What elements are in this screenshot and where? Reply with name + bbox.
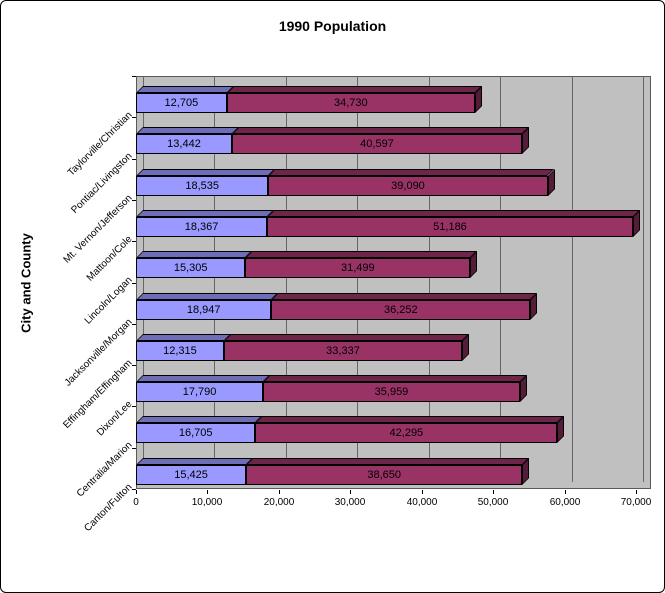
gridline (500, 76, 501, 482)
x-tick-label: 50,000 (477, 497, 509, 508)
bar-segment-county (232, 134, 522, 154)
bar-value-label: 42,295 (389, 427, 424, 439)
bar-value-label: 35,959 (374, 386, 409, 398)
bar-segment-county (246, 465, 523, 485)
bar-top-face (136, 375, 271, 382)
gridline (643, 76, 644, 482)
gridline (357, 76, 358, 482)
bar-top-face (223, 334, 470, 341)
bar-top-face (136, 416, 263, 423)
bar-top-face (136, 169, 276, 176)
gridline (286, 76, 287, 482)
bar-top-face (263, 375, 527, 382)
y-tick-mark (132, 489, 136, 490)
bar-top-face (271, 293, 538, 300)
bar-segment-county (223, 341, 463, 361)
bar-top-face (136, 251, 253, 258)
bar-segment-city (136, 93, 227, 113)
gridline (143, 76, 144, 482)
y-tick-mark (132, 241, 136, 242)
x-tick-mark (493, 490, 494, 494)
bar-top-face (246, 458, 530, 465)
bar-top-face (136, 458, 254, 465)
bar-segment-city (136, 258, 246, 278)
bar-value-label: 18,535 (185, 180, 220, 192)
gridline (214, 76, 215, 482)
bar-top-face (136, 210, 275, 217)
x-tick-label: 30,000 (334, 497, 366, 508)
bar-segment-county (245, 258, 471, 278)
bar-value-label: 38,650 (367, 469, 402, 481)
bar-value-label: 31,499 (340, 262, 375, 274)
bar-top-face (245, 251, 478, 258)
bar-segment-city (136, 465, 247, 485)
bar-top-face (232, 127, 529, 134)
y-tick-mark (132, 117, 136, 118)
x-tick-label: 40,000 (406, 497, 438, 508)
x-tick-label: 70,000 (620, 497, 652, 508)
bar-segment-city (136, 423, 256, 443)
bar-top-face (136, 86, 234, 93)
y-tick-mark (132, 283, 136, 284)
bar-segment-county (267, 217, 633, 237)
bar-segment-city (136, 217, 268, 237)
x-tick-mark (207, 490, 208, 494)
bar-segment-county (226, 93, 475, 113)
y-tick-mark (132, 200, 136, 201)
x-tick-mark (636, 490, 637, 494)
y-tick-mark (132, 324, 136, 325)
y-tick-mark (132, 365, 136, 366)
bar-segment-county (268, 176, 548, 196)
bar-top-face (136, 293, 279, 300)
bar-top-face (136, 334, 231, 341)
bar-segment-city (136, 341, 224, 361)
bar-value-label: 15,425 (174, 469, 208, 481)
bar-segment-city (136, 176, 269, 196)
x-tick-label: 60,000 (549, 497, 581, 508)
bar-value-label: 12,315 (163, 345, 197, 357)
bar-value-label: 16,705 (178, 427, 213, 439)
y-tick-mark (132, 159, 136, 160)
bar-segment-city (136, 382, 264, 402)
bar-top-face (268, 169, 555, 176)
bar-value-label: 33,337 (326, 345, 360, 357)
bar-value-label: 36,252 (383, 304, 418, 316)
bar-value-label: 18,367 (184, 221, 219, 233)
y-tick-mark (132, 406, 136, 407)
bar-top-face (255, 416, 565, 423)
x-tick-label: 0 (133, 497, 139, 508)
x-tick-mark (422, 490, 423, 494)
bar-value-label: 39,090 (391, 180, 425, 192)
bar-value-label: 15,305 (173, 262, 208, 274)
bar-segment-county (271, 300, 531, 320)
x-tick-mark (279, 490, 280, 494)
bar-top-face (267, 210, 640, 217)
bar-segment-city (136, 300, 272, 320)
bar-value-label: 17,790 (182, 386, 217, 398)
bar-value-label: 13,442 (167, 138, 201, 150)
y-tick-mark (132, 76, 136, 77)
bar-value-label: 12,705 (164, 97, 199, 109)
gridline (572, 76, 573, 482)
bar-segment-county (263, 382, 520, 402)
x-tick-mark (350, 490, 351, 494)
x-tick-mark (565, 490, 566, 494)
bar-top-face (136, 127, 239, 134)
bar-value-label: 40,597 (360, 138, 394, 150)
bar-segment-county (255, 423, 558, 443)
bar-segment-city (136, 134, 232, 154)
x-tick-label: 10,000 (191, 497, 223, 508)
bar-value-label: 51,186 (433, 221, 467, 233)
y-tick-mark (132, 448, 136, 449)
bar-value-label: 18,947 (186, 304, 221, 316)
bar-value-label: 34,730 (333, 97, 368, 109)
x-tick-label: 20,000 (263, 497, 295, 508)
gridline (429, 76, 430, 482)
chart-title: 1990 Population (278, 18, 387, 34)
bar-top-face (226, 86, 482, 93)
x-tick-mark (136, 490, 137, 494)
